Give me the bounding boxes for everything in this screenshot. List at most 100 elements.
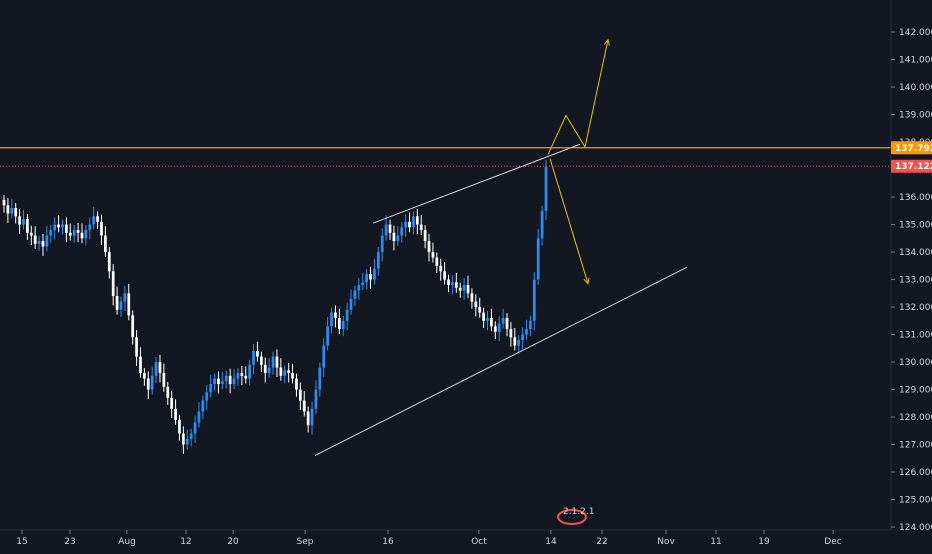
candle-body (96, 216, 99, 222)
candle-body (37, 241, 41, 244)
candle-body (435, 257, 439, 266)
price-tick-label: 141.000 (899, 56, 932, 66)
price-tick-label: 142.000 (899, 28, 932, 38)
candle-body (80, 232, 84, 239)
candle-body (201, 400, 205, 412)
last-price-tag-box (891, 159, 932, 173)
time-axis[interactable]: 15 23 Aug 12 20 Sep 16 Oct 14 22 Nov 11 19 Dec (16, 530, 842, 547)
candle-body (263, 364, 267, 374)
candle-body (252, 351, 255, 365)
candle-body (139, 356, 142, 374)
candle-body (341, 320, 345, 330)
candle-body (529, 320, 532, 330)
time-tick-label: 12 (180, 537, 191, 547)
watermark-logo: 2.1.2.1 (557, 507, 595, 525)
candle-body (267, 367, 271, 374)
candle-body (14, 208, 18, 217)
time-tick-label: 15 (16, 537, 27, 547)
candle-body (92, 216, 96, 225)
bearish-projection-arrow[interactable] (549, 158, 589, 284)
price-tick-label: 124.000 (899, 523, 932, 533)
candle-body (193, 422, 197, 434)
candle-body (365, 274, 368, 283)
candle-body (76, 230, 80, 233)
candle-body (240, 373, 244, 376)
candle-body (361, 282, 365, 286)
lower-channel-line[interactable] (314, 266, 688, 456)
candle-body (470, 293, 474, 302)
candle-body (525, 329, 528, 335)
price-tick-label: 135.000 (899, 221, 932, 231)
price-tick-label: 136.000 (899, 193, 932, 203)
candle-body (404, 221, 407, 228)
candle-body (345, 309, 349, 321)
candle-body (396, 235, 400, 242)
candle-body (513, 337, 517, 346)
candle-body (217, 378, 220, 385)
price-tick-label: 133.000 (899, 276, 932, 286)
candle-body (174, 408, 177, 420)
candle-body (205, 392, 209, 401)
candle-body (384, 224, 388, 236)
candle-body (427, 241, 431, 253)
candle-body (532, 279, 536, 321)
candle-body (380, 235, 384, 253)
candle-body (419, 224, 423, 231)
candle-body (2, 199, 6, 206)
price-tick-label: 134.000 (899, 248, 932, 258)
candle-body (497, 323, 501, 332)
time-tick-label: Aug (118, 537, 136, 547)
candle-body (415, 216, 419, 225)
candle-body (279, 367, 283, 376)
candle-body (536, 238, 540, 280)
candle-body (322, 345, 326, 368)
candle-body (478, 307, 482, 313)
candle-body (244, 375, 248, 379)
candle-body (6, 205, 10, 214)
candle-body (232, 378, 236, 385)
candle-body (65, 224, 68, 233)
candle-body (376, 252, 380, 269)
time-tick-label: Oct (471, 537, 487, 547)
candle-body (369, 274, 372, 280)
arrowhead-icon (603, 38, 610, 46)
price-tick-label: 129.000 (899, 386, 932, 396)
candle-body (209, 384, 213, 393)
candle-body (57, 224, 60, 228)
resistance-tag-box (891, 141, 932, 155)
candle-body (61, 224, 64, 228)
time-tick-label: 16 (382, 537, 394, 547)
candle-body (349, 298, 353, 310)
time-tick-label: Sep (297, 537, 314, 547)
candle-body (517, 340, 521, 346)
watermark-ring-icon (557, 509, 587, 525)
candle-body (135, 337, 138, 357)
candle-body (220, 381, 224, 385)
candle-body (104, 235, 107, 253)
candle-body (330, 312, 333, 327)
time-tick-label: 20 (227, 537, 239, 547)
upper-channel-line[interactable] (372, 143, 581, 224)
candle-body (490, 318, 493, 327)
candle-body (150, 375, 154, 390)
candle-body (447, 279, 450, 286)
candle-body (388, 224, 392, 233)
candle-body (454, 282, 458, 288)
candle-body (306, 411, 310, 426)
candle-body (501, 318, 505, 324)
candle-body (29, 232, 33, 236)
candle-body (509, 329, 513, 338)
candle-body (236, 373, 240, 379)
candle-body (540, 210, 544, 239)
candle-body (115, 296, 119, 310)
bullish-projection-arrow[interactable] (547, 39, 609, 155)
candle-body (185, 439, 189, 445)
candle-body (26, 219, 29, 233)
candle-body (197, 411, 201, 423)
candle-body (291, 373, 294, 379)
candle-body (41, 241, 45, 247)
candle-body (462, 285, 466, 291)
